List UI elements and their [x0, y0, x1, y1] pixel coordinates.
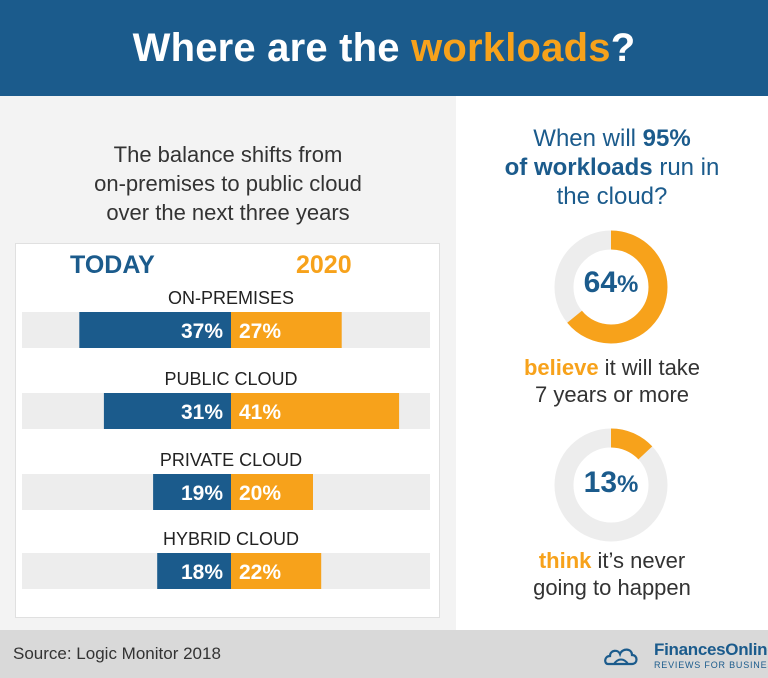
donut-arc — [554, 230, 668, 344]
question-line: the cloud? — [556, 183, 668, 210]
donut-caption-13: think it’s never going to happen — [466, 547, 758, 601]
data-label-2020: 41% — [239, 401, 281, 424]
category-label: HYBRID CLOUD — [163, 529, 299, 549]
data-label-today: 18% — [181, 561, 223, 584]
caption-line: think it’s never — [466, 547, 758, 574]
question-line: When will 95% — [466, 124, 758, 153]
chart-heading-line: The balance shifts from — [113, 142, 343, 167]
chart-heading-line: over the next three years — [106, 200, 350, 225]
donut-number: 13 — [583, 466, 618, 499]
caption-accent: think — [538, 548, 592, 573]
question-text: When will — [533, 125, 643, 152]
donut-percent-sign: % — [617, 271, 639, 298]
data-label-today: 19% — [181, 482, 223, 505]
donut-value-13: 13% — [551, 466, 671, 500]
question-highlight: of workloads — [504, 154, 653, 181]
chart-heading: The balance shifts from on-premises to p… — [18, 140, 438, 227]
donut-number: 64 — [583, 266, 618, 299]
source-note: Source: Logic Monitor 2018 — [13, 644, 221, 663]
category-label: ON-PREMISES — [168, 288, 294, 308]
bar-2020 — [231, 553, 322, 589]
category-label: PUBLIC CLOUD — [164, 369, 297, 389]
bar-2020 — [231, 474, 313, 510]
caption-line: 7 years or more — [534, 382, 690, 407]
logo-name: FinancesOnline — [654, 640, 768, 659]
question-line: of workloads run in — [466, 153, 758, 182]
data-label-2020: 20% — [239, 482, 281, 505]
bar-today — [103, 393, 231, 429]
caption-text: it’s never — [591, 548, 686, 573]
title-accent: workloads — [411, 26, 611, 70]
donut-value-64: 64% — [551, 266, 671, 300]
caption-line: believe it will take — [466, 354, 758, 381]
data-label-2020: 27% — [239, 320, 281, 343]
category-label: PRIVATE CLOUD — [160, 450, 302, 470]
footer — [0, 630, 768, 678]
data-label-today: 37% — [181, 320, 223, 343]
caption-line: going to happen — [533, 575, 691, 600]
title-part1: Where are the — [132, 26, 412, 70]
caption-text: it will take — [598, 355, 701, 380]
data-label-2020: 22% — [239, 561, 281, 584]
column-label-today: TODAY — [70, 251, 155, 279]
title-part2: ? — [610, 26, 636, 70]
donut-arc — [554, 428, 668, 542]
chart-heading-line: on-premises to public cloud — [94, 171, 362, 196]
question-text: run in — [652, 154, 720, 181]
donut-percent-sign: % — [617, 471, 639, 498]
financesonline-logo-icon — [604, 648, 638, 666]
bar-today — [153, 474, 231, 510]
data-label-today: 31% — [181, 401, 223, 424]
bar-today — [157, 553, 231, 589]
column-label-2020: 2020 — [296, 251, 352, 279]
page-title: Where are the workloads? — [0, 0, 768, 96]
logo-tagline: REVIEWS FOR BUSINESS — [654, 660, 768, 670]
question-highlight: 95% — [642, 125, 691, 152]
header-banner — [0, 0, 768, 96]
caption-accent: believe — [523, 355, 599, 380]
donut-question: When will 95% of workloads run in the cl… — [466, 124, 758, 211]
bar-2020 — [231, 393, 400, 429]
donut-caption-64: believe it will take 7 years or more — [466, 354, 758, 408]
bar-2020 — [231, 312, 342, 348]
bar-today — [79, 312, 231, 348]
